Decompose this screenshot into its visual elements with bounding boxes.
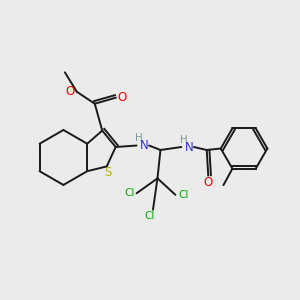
Text: N: N — [140, 139, 149, 152]
Text: O: O — [66, 85, 75, 98]
Text: Cl: Cl — [145, 211, 155, 221]
Text: O: O — [203, 176, 212, 189]
Text: S: S — [104, 167, 112, 179]
Text: H: H — [180, 134, 188, 145]
Text: Cl: Cl — [178, 190, 189, 200]
Text: H: H — [135, 133, 143, 143]
Text: O: O — [118, 91, 127, 104]
Text: N: N — [185, 140, 194, 154]
Text: Cl: Cl — [124, 188, 134, 198]
